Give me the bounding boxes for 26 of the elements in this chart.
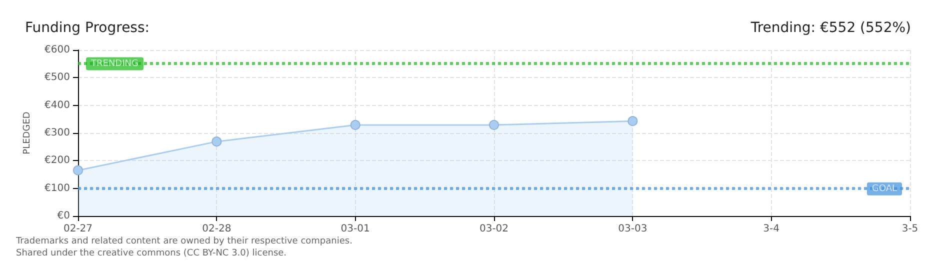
- x-tick-label: 03-01: [340, 224, 370, 234]
- y-tick-label: €200: [44, 155, 70, 166]
- y-tick-label: €500: [44, 72, 70, 84]
- y-tick-label: €300: [44, 128, 70, 138]
- y-tick-label: €0: [57, 210, 70, 222]
- x-tick-label: 02-27: [63, 224, 93, 234]
- text: Shared under the creative commons (CC BY-NC 3.0) license.: [16, 248, 287, 258]
- ref-line-label: TRENDING: [90, 58, 138, 69]
- point: [489, 120, 499, 130]
- y-tick-label: €600: [44, 44, 70, 56]
- x-tick-label: 03-02: [479, 224, 509, 234]
- point: [350, 120, 360, 130]
- point: [212, 136, 222, 147]
- ref-line-label: GOAL: [872, 184, 897, 194]
- chart-subtitle: Trending: €552 (552%): [750, 20, 912, 36]
- x-tick-label: 3-4: [763, 224, 780, 234]
- y-tick-label: €100: [44, 182, 70, 194]
- y-tick-label: €400: [44, 100, 70, 111]
- y-axis-title: PLEDGED: [22, 112, 32, 154]
- text: Trademarks and related content are owned by their respective companies.: [15, 236, 352, 246]
- x-tick-label: 02-28: [202, 224, 232, 234]
- x-tick-label: 3-5: [902, 224, 918, 234]
- x-tick-label: 03-03: [618, 224, 648, 234]
- chart-title: Funding Progress:: [25, 20, 150, 36]
- point: [73, 165, 83, 176]
- point: [628, 116, 638, 126]
